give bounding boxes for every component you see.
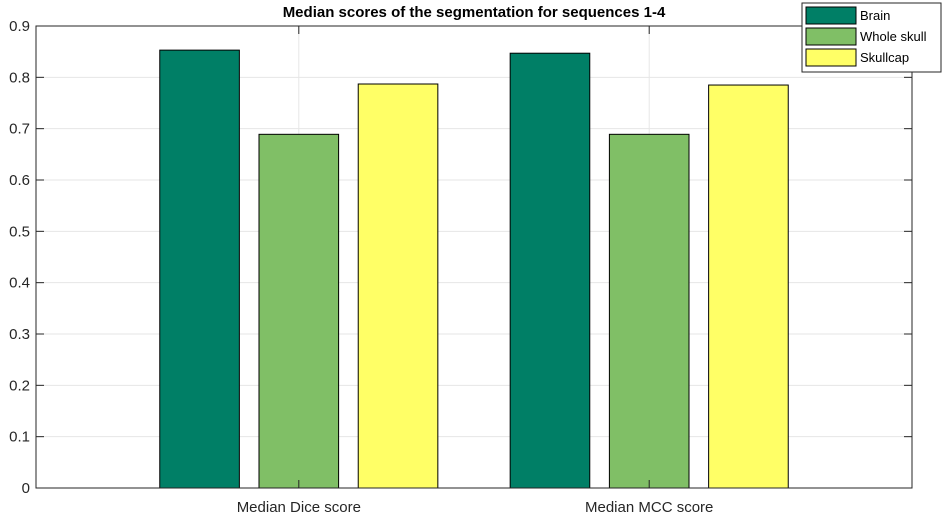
y-tick-label: 0.7 — [9, 121, 30, 138]
legend-swatch — [805, 6, 857, 25]
legend-swatch — [805, 27, 857, 46]
legend-label: Whole skull — [860, 29, 927, 44]
bar-whole-skull — [258, 133, 340, 489]
y-tick-label: 0.4 — [9, 275, 30, 292]
bar-skullcap — [708, 84, 789, 489]
axis-ticks: 0 0.1 0.2 0.3 0.4 0.5 0.6 0.7 0.8 0.9 Median Dice … — [9, 18, 912, 515]
legend-swatch — [805, 48, 857, 67]
legend: Brain Whole skull Skullcap — [801, 2, 942, 73]
y-tick-label: 0.1 — [9, 429, 30, 446]
legend-label: Brain — [860, 8, 890, 23]
y-tick-label: 0.2 — [9, 377, 30, 394]
bar-skullcap — [357, 83, 439, 489]
bar-brain — [159, 49, 240, 489]
legend-label: Skullcap — [860, 50, 909, 65]
chart-title: Median scores of the segmentation for se… — [283, 4, 666, 21]
y-tick-label: 0.9 — [9, 18, 30, 35]
y-tick-label: 0.6 — [9, 172, 30, 189]
bar-whole-skull — [608, 133, 690, 489]
y-tick-label: 0.8 — [9, 69, 30, 86]
y-tick-label: 0 — [22, 480, 30, 497]
plot-frame — [35, 25, 913, 489]
bars — [159, 49, 789, 489]
x-category-label: Median Dice score — [237, 499, 361, 515]
y-tick-label: 0.5 — [9, 223, 30, 240]
y-tick-label: 0.3 — [9, 326, 30, 343]
x-category-label: Median MCC score — [585, 499, 713, 515]
bar-brain — [509, 52, 591, 489]
